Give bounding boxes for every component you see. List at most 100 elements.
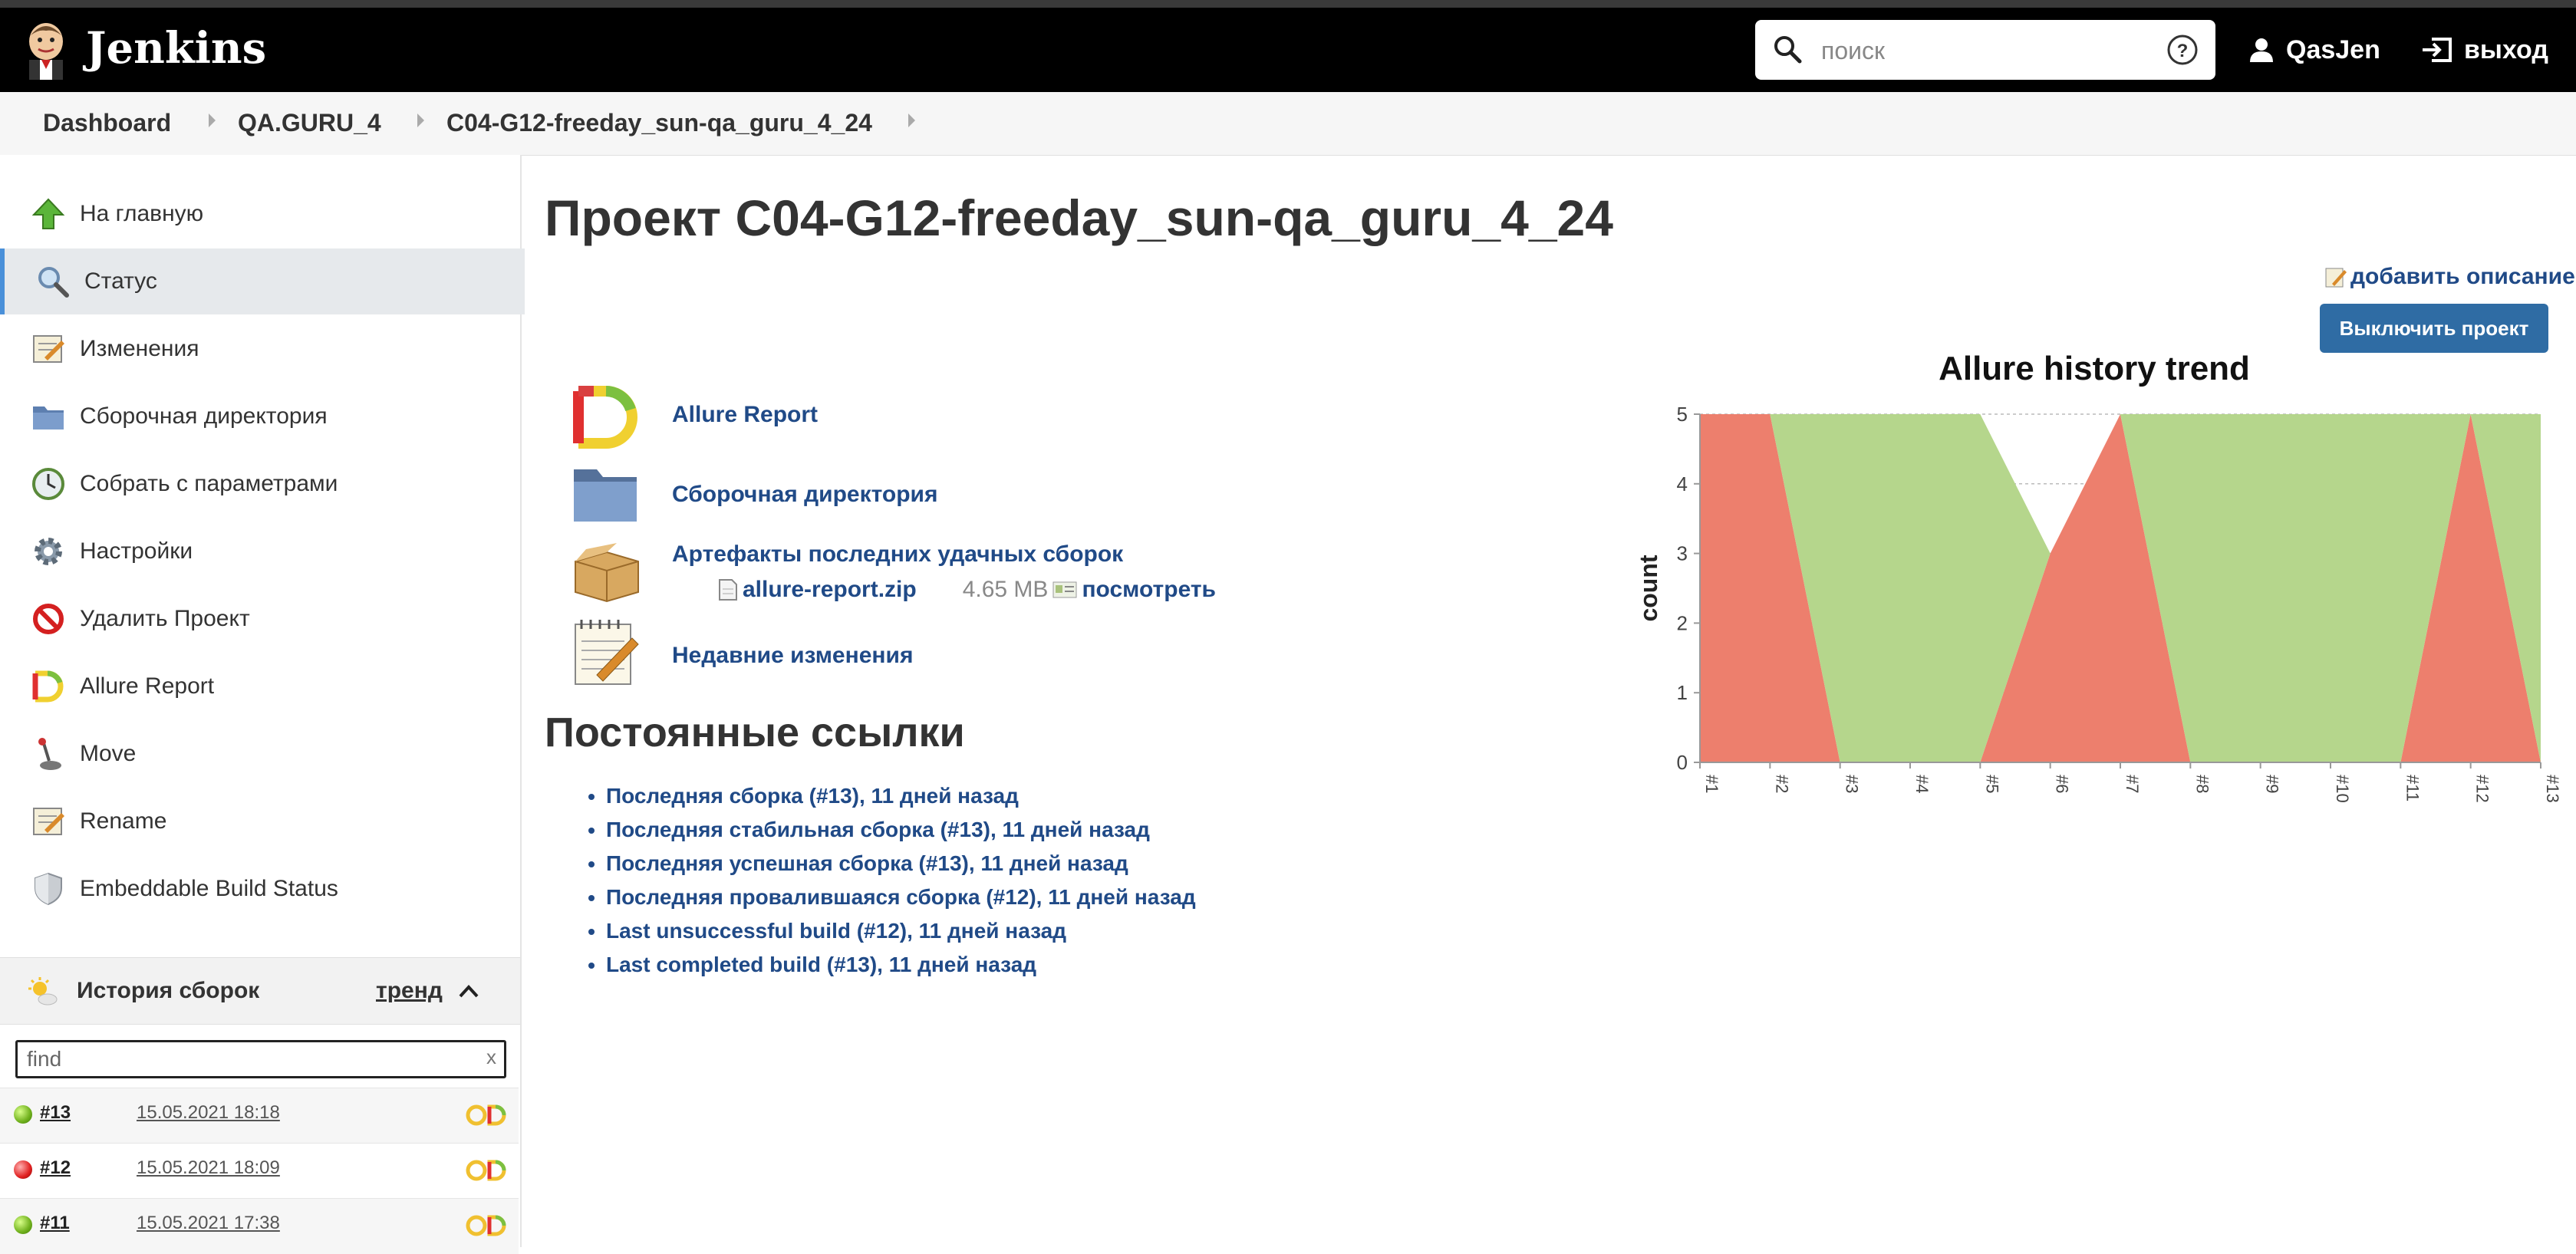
breadcrumb-folder[interactable]: QA.GURU_4 [238, 109, 381, 137]
permalink-last-successful-build[interactable]: Последняя успешная сборка (#13), 11 дней… [606, 851, 1128, 875]
user-link[interactable]: QasJen [2248, 31, 2380, 69]
allure-icon[interactable] [463, 1213, 509, 1239]
jenkins-logo-icon[interactable] [23, 18, 69, 80]
build-number-link[interactable]: #11 [40, 1213, 70, 1233]
permalinks-list: Последняя сборка (#13), 11 дней назад По… [568, 779, 1196, 982]
chart-title: Allure history trend [1939, 350, 2250, 387]
allure-report-link[interactable]: Allure Report [672, 402, 819, 427]
build-number-link[interactable]: #12 [40, 1157, 71, 1178]
page-title: Проект C04-G12-freeday_sun-qa_guru_4_24 [545, 189, 1613, 246]
sidebar-item-changes[interactable]: Изменения [0, 316, 520, 382]
sidebar-item-home[interactable]: На главную [0, 181, 520, 247]
logout-label: выход [2464, 35, 2548, 64]
find-input[interactable] [25, 1044, 458, 1075]
allure-icon[interactable] [463, 1102, 509, 1128]
y-tick-label: 5 [1677, 403, 1688, 426]
list-item: Последняя успешная сборка (#13), 11 дней… [606, 847, 1196, 880]
sidebar-item-label: Изменения [80, 336, 199, 361]
chevron-up-icon[interactable] [457, 981, 480, 1001]
breadcrumb-chevron-icon[interactable] [417, 114, 424, 127]
folder-icon [33, 406, 64, 430]
brand-name[interactable]: Jenkins [86, 23, 267, 74]
trend-link[interactable]: тренд [376, 978, 443, 1003]
sidebar-item-label: Собрать с параметрами [80, 471, 338, 496]
y-tick-label: 4 [1677, 472, 1688, 495]
search-box: ? [1755, 20, 2215, 80]
logout-link[interactable]: выход [2421, 31, 2548, 69]
sidebar: На главную Статус Изменения Сборочная ди… [0, 155, 525, 1254]
no-icon [33, 604, 64, 634]
permalink-last-stable-build[interactable]: Последняя стабильная сборка (#13), 11 дн… [606, 818, 1150, 841]
sidebar-item-delete-project[interactable]: Удалить Проект [0, 586, 520, 652]
x-tick-label: #1 [1702, 775, 1721, 793]
artifact-file-link[interactable]: allure-report.zip [743, 577, 917, 602]
x-tick-label: #6 [2053, 775, 2072, 793]
notepad-icon [33, 808, 64, 835]
sidebar-item-settings[interactable]: Настройки [0, 518, 520, 584]
build-date-link[interactable]: 15.05.2021 18:09 [137, 1157, 280, 1178]
search-input[interactable] [1820, 31, 2145, 71]
x-tick-label: #7 [2123, 775, 2142, 793]
find-box: x [15, 1040, 506, 1078]
build-number-link[interactable]: #13 [40, 1102, 71, 1123]
notepad-icon[interactable] [571, 617, 640, 687]
x-tick-label: #12 [2473, 775, 2492, 803]
list-item: Last completed build (#13), 11 дней наза… [606, 948, 1196, 982]
sidebar-item-label: Статус [84, 268, 157, 294]
build-date-link[interactable]: 15.05.2021 17:38 [137, 1213, 280, 1233]
permalink-last-failed-build[interactable]: Последняя провалившаяся сборка (#12), 11… [606, 885, 1196, 909]
permalinks-heading: Постоянные ссылки [545, 709, 965, 755]
last-artifacts-link[interactable]: Артефакты последних удачных сборок [672, 541, 1124, 567]
breadcrumb-dashboard[interactable]: Dashboard [43, 109, 172, 137]
sidebar-item-build-with-params[interactable]: Собрать с параметрами [0, 451, 520, 517]
allure-icon[interactable] [571, 383, 640, 449]
recent-changes-link[interactable]: Недавние изменения [672, 643, 914, 668]
sidebar-item-status[interactable]: Статус [0, 248, 525, 314]
allure-icon[interactable] [463, 1157, 509, 1183]
sidebar-item-rename[interactable]: Rename [0, 788, 520, 854]
sidebar-item-label: Embeddable Build Status [80, 876, 338, 901]
sidebar-item-embeddable-build-status[interactable]: Embeddable Build Status [0, 856, 520, 922]
artifact-row: allure-report.zip 4.65 MB посмотреть [718, 577, 1216, 603]
sidebar-item-allure-report[interactable]: Allure Report [0, 653, 520, 719]
add-description-link[interactable]: добавить описание [2324, 264, 2575, 290]
build-history-title: История сборок [77, 978, 260, 1003]
top-strip [0, 0, 2576, 8]
sidebar-item-label: Allure Report [80, 673, 215, 699]
breadcrumb-chevron-icon[interactable] [209, 114, 216, 127]
build-row: #12 15.05.2021 18:09 [0, 1143, 519, 1199]
x-tick-label: #3 [1843, 775, 1862, 793]
file-icon [719, 579, 737, 601]
y-axis-label: count [1635, 555, 1662, 621]
folder-icon[interactable] [571, 462, 640, 525]
permalink-last-build[interactable]: Последняя сборка (#13), 11 дней назад [606, 784, 1019, 808]
allure-trend-chart[interactable]: 0 1 2 3 4 5 #1 #2 #3 #4 #5 #6 #7 #8 #9 #10 #11 #12 #13 coun… [1626, 376, 2576, 836]
sidebar-item-move[interactable]: Move [0, 721, 520, 787]
disable-project-button[interactable]: Выключить проект [2320, 304, 2548, 353]
y-tick-label: 3 [1677, 542, 1688, 565]
view-artifact-link[interactable]: посмотреть [1082, 577, 1216, 602]
x-tick-label: #11 [2403, 775, 2422, 801]
search-icon [38, 267, 69, 298]
workspace-link[interactable]: Сборочная директория [672, 482, 938, 507]
allure-icon [32, 670, 64, 703]
package-icon[interactable] [571, 541, 643, 603]
breadcrumb: Dashboard QA.GURU_4 C04-G12-freeday_sun-… [0, 92, 2576, 156]
header: Jenkins ? QasJen выход [0, 8, 2576, 92]
build-date-link[interactable]: 15.05.2021 18:18 [137, 1102, 280, 1123]
y-tick-label: 1 [1677, 681, 1688, 704]
x-tick-label: #9 [2263, 775, 2282, 793]
list-item: Last unsuccessful build (#12), 11 дней н… [606, 914, 1196, 948]
permalink-last-completed-build[interactable]: Last completed build (#13), 11 дней наза… [606, 953, 1037, 976]
breadcrumb-chevron-icon[interactable] [908, 114, 915, 127]
artifact-size: 4.65 MB [962, 577, 1049, 602]
sidebar-item-label: Настройки [80, 538, 193, 564]
find-clear-button[interactable]: x [486, 1045, 496, 1068]
permalink-last-unsuccessful-build[interactable]: Last unsuccessful build (#12), 11 дней н… [606, 919, 1067, 943]
help-icon[interactable]: ? [2166, 34, 2199, 66]
build-row: #13 15.05.2021 18:18 [0, 1088, 519, 1144]
series-area-1 [1700, 414, 2541, 762]
status-success-icon [14, 1105, 32, 1124]
breadcrumb-project[interactable]: C04-G12-freeday_sun-qa_guru_4_24 [446, 109, 872, 137]
sidebar-item-workspace[interactable]: Сборочная директория [0, 383, 520, 449]
